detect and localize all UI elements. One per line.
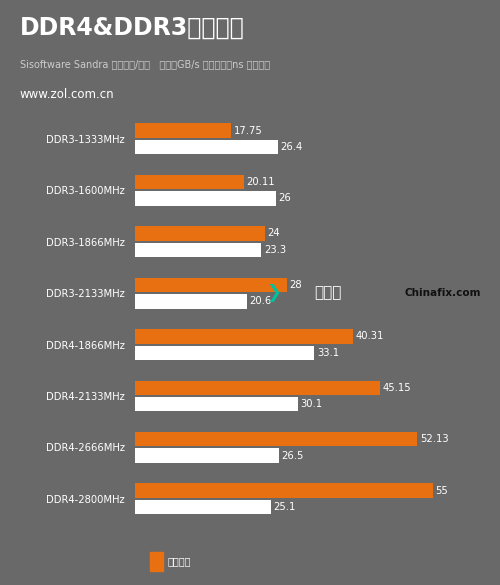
Bar xyxy=(135,191,276,206)
Text: 26: 26 xyxy=(278,194,291,204)
Bar xyxy=(135,329,354,343)
Bar xyxy=(135,294,246,308)
Text: 20.11: 20.11 xyxy=(246,177,276,187)
Text: 55: 55 xyxy=(436,486,448,495)
Text: Sisoftware Sandra 内存带宽/延迟   单位：GB/s 越大越好；ns 越小越好: Sisoftware Sandra 内存带宽/延迟 单位：GB/s 越大越好；n… xyxy=(20,60,270,70)
Text: 24: 24 xyxy=(268,228,280,239)
Text: 26.4: 26.4 xyxy=(280,142,303,152)
Text: 25.1: 25.1 xyxy=(274,502,296,512)
Text: www.zol.com.cn: www.zol.com.cn xyxy=(20,88,114,101)
Bar xyxy=(135,449,278,463)
Bar xyxy=(135,346,314,360)
Text: 迅维网: 迅维网 xyxy=(314,285,342,300)
Text: 52.13: 52.13 xyxy=(420,434,448,444)
Text: 40.31: 40.31 xyxy=(356,331,384,341)
Bar xyxy=(135,123,231,137)
Bar xyxy=(135,243,261,257)
Text: 17.75: 17.75 xyxy=(234,126,262,136)
Text: 45.15: 45.15 xyxy=(382,383,411,393)
Bar xyxy=(135,226,265,240)
Bar xyxy=(135,397,298,411)
FancyBboxPatch shape xyxy=(150,552,162,570)
Bar xyxy=(135,278,286,292)
Text: DDR4&DDR3对比测试: DDR4&DDR3对比测试 xyxy=(20,15,245,39)
Text: 33.1: 33.1 xyxy=(317,348,339,358)
Text: ❯: ❯ xyxy=(266,284,282,301)
Bar xyxy=(135,500,271,514)
Text: 20.6: 20.6 xyxy=(250,297,272,307)
Bar xyxy=(135,483,433,498)
Text: 23.3: 23.3 xyxy=(264,245,286,255)
Bar xyxy=(135,432,418,446)
Bar xyxy=(135,381,380,395)
Text: 26.5: 26.5 xyxy=(281,450,303,460)
Bar xyxy=(135,175,244,189)
Text: Chinafix.com: Chinafix.com xyxy=(404,287,481,298)
Bar xyxy=(135,140,278,154)
Text: 28: 28 xyxy=(290,280,302,290)
Text: 30.1: 30.1 xyxy=(301,399,323,410)
Text: 内存带宽: 内存带宽 xyxy=(168,556,191,566)
